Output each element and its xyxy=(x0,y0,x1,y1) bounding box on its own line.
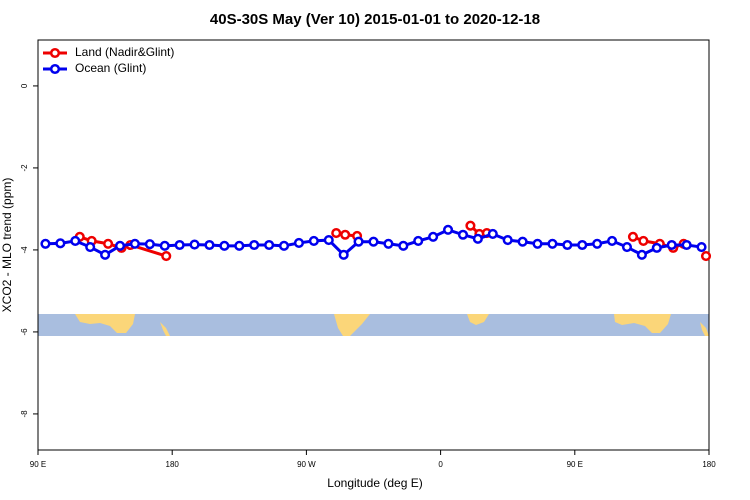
data-point xyxy=(517,236,528,247)
ocean-strip xyxy=(38,314,709,336)
data-point xyxy=(638,235,649,246)
data-point xyxy=(413,235,424,246)
land-shape xyxy=(75,314,135,333)
data-point xyxy=(472,233,483,244)
chart-title: 40S-30S May (Ver 10) 2015-01-01 to 2020-… xyxy=(210,11,540,28)
data-point xyxy=(40,238,51,249)
x-tick-label: 90 W xyxy=(297,460,316,469)
data-point xyxy=(383,238,394,249)
data-point xyxy=(487,228,498,239)
plot-frame xyxy=(37,39,710,451)
data-point xyxy=(159,240,170,251)
data-point xyxy=(502,235,513,246)
map-strip xyxy=(38,314,709,336)
data-point xyxy=(161,251,172,262)
data-point xyxy=(428,231,439,242)
data-point xyxy=(592,238,603,249)
y-axis-label: XCO2 - MLO trend (ppm) xyxy=(0,178,14,313)
data-point xyxy=(636,249,647,260)
data-point xyxy=(547,238,558,249)
data-point xyxy=(278,240,290,251)
x-tick-label: 90 E xyxy=(567,460,583,469)
data-point xyxy=(443,224,454,235)
data-point xyxy=(700,251,712,262)
data-point xyxy=(457,229,469,240)
data-point xyxy=(114,240,126,251)
y-tick-label: 0 xyxy=(20,83,29,88)
data-point xyxy=(368,236,379,247)
land-shape xyxy=(467,314,489,325)
data-point xyxy=(234,240,245,251)
data-point xyxy=(681,239,692,251)
data-point xyxy=(532,238,543,249)
x-tick-label: 180 xyxy=(702,460,716,469)
data-point xyxy=(398,240,409,251)
y-tick-label: -8 xyxy=(20,410,29,418)
data-point xyxy=(696,242,707,253)
data-point xyxy=(103,238,114,249)
data-point xyxy=(249,239,260,251)
data-point xyxy=(607,235,618,246)
y-tick-label: -2 xyxy=(20,164,29,172)
data-point xyxy=(55,238,66,249)
data-point xyxy=(308,235,319,246)
data-point xyxy=(204,239,215,251)
data-point xyxy=(331,228,342,239)
data-point xyxy=(666,239,677,251)
land-shape xyxy=(614,314,671,333)
y-tick-label: -4 xyxy=(20,246,29,254)
data-point xyxy=(621,242,633,253)
data-point xyxy=(129,238,140,249)
legend-marker xyxy=(49,47,61,59)
data-point xyxy=(562,239,573,251)
data-point xyxy=(85,242,96,253)
data-point xyxy=(323,235,334,246)
data-point xyxy=(100,249,111,260)
land-shape xyxy=(334,314,370,336)
data-point xyxy=(353,236,364,247)
data-point xyxy=(189,239,200,250)
data-point xyxy=(174,239,185,251)
y-tick-label: -6 xyxy=(20,328,29,336)
data-point xyxy=(577,239,588,251)
legend-label: Land (Nadir&Glint) xyxy=(75,45,174,59)
data-point xyxy=(465,220,476,231)
data-point xyxy=(219,240,230,251)
legend-label: Ocean (Glint) xyxy=(75,61,146,75)
land-shape xyxy=(160,322,170,336)
data-point xyxy=(144,239,155,250)
data-point xyxy=(627,231,639,242)
x-tick-label: 0 xyxy=(438,460,443,469)
data-point xyxy=(293,237,304,248)
land-shape xyxy=(700,322,709,336)
x-axis-label: Longitude (deg E) xyxy=(327,476,422,490)
data-point xyxy=(338,249,349,260)
data-point xyxy=(340,229,351,240)
data-point xyxy=(651,242,662,253)
data-point xyxy=(70,235,81,246)
legend-marker xyxy=(49,63,61,75)
x-tick-label: 180 xyxy=(166,460,180,469)
x-tick-label: 90 E xyxy=(30,460,46,469)
data-point xyxy=(264,239,275,251)
